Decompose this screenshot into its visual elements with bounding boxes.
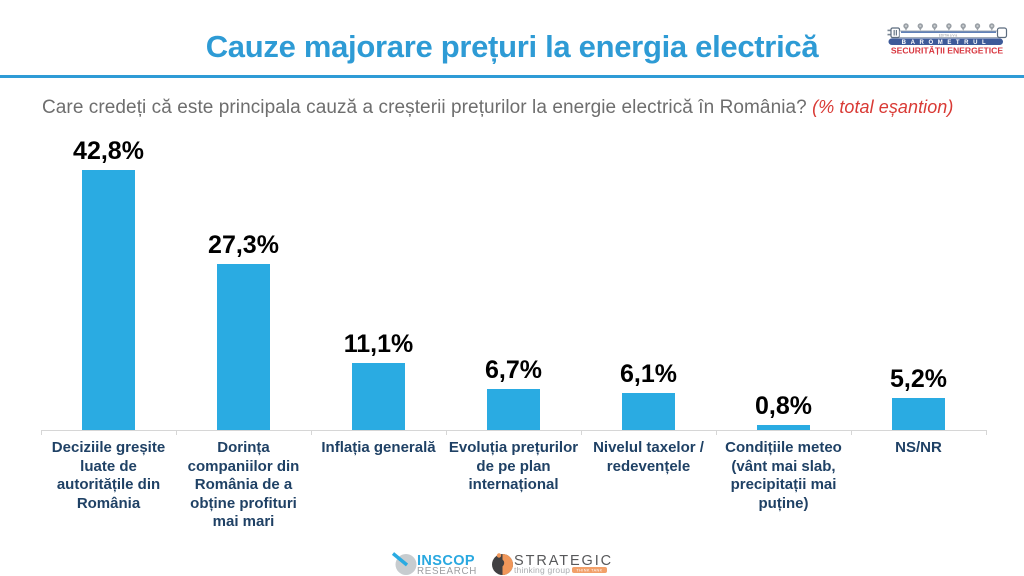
svg-text:STRATEGIC: STRATEGIC bbox=[514, 553, 612, 569]
svg-text:RESEARCH: RESEARCH bbox=[417, 566, 477, 576]
svg-text:EDIȚIA a V-a: EDIȚIA a V-a bbox=[939, 34, 958, 38]
svg-text:THINK TANK: THINK TANK bbox=[576, 569, 602, 573]
svg-text:thinking group: thinking group bbox=[514, 565, 570, 575]
svg-text:INSCOP: INSCOP bbox=[417, 553, 475, 569]
svg-text:SECURITĂȚII ENERGETICE: SECURITĂȚII ENERGETICE bbox=[891, 46, 1003, 56]
svg-text:BAROMETRUL: BAROMETRUL bbox=[902, 40, 991, 46]
